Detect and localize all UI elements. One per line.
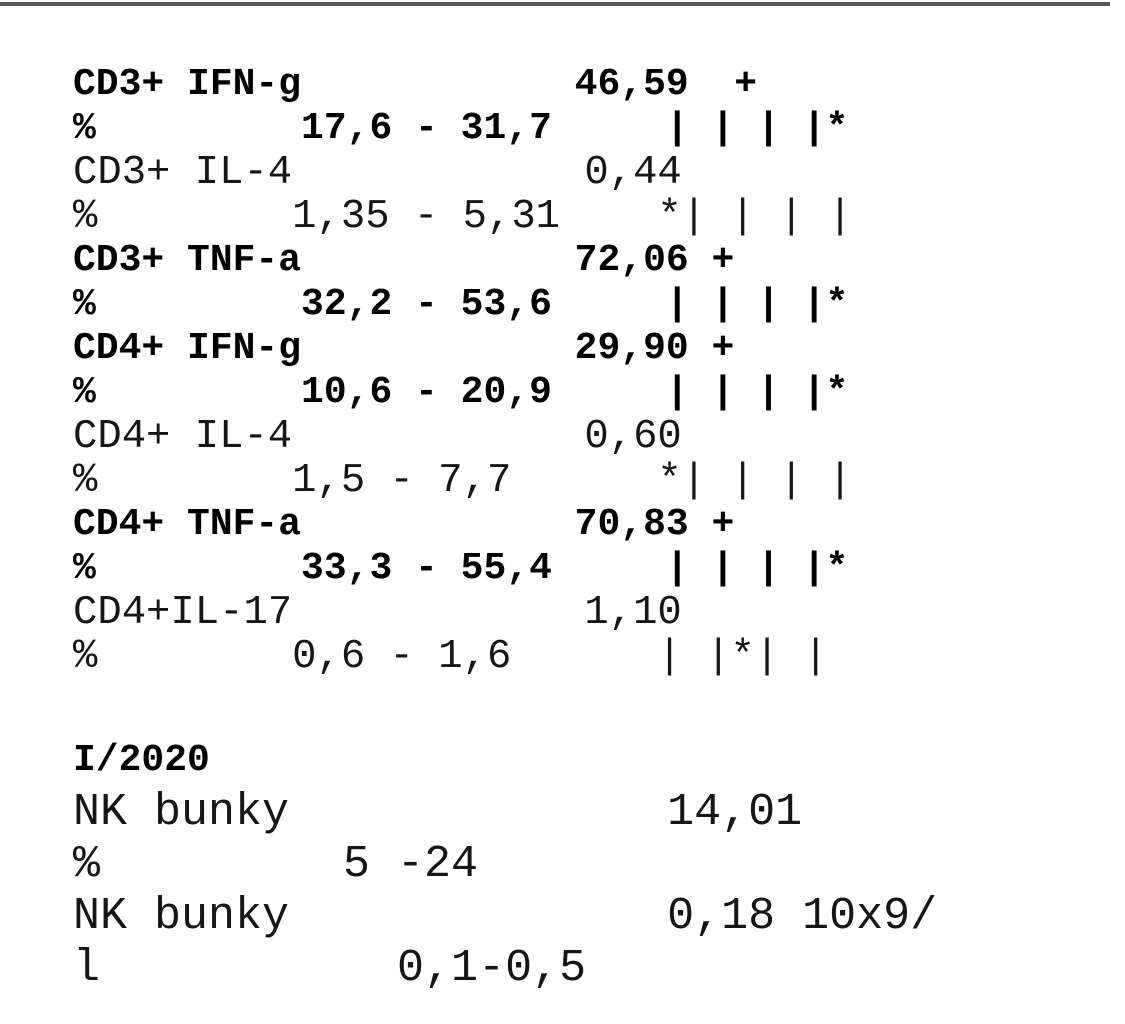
cd4-ifng-result: CD4+ IFN-g 29,90 + xyxy=(73,327,735,370)
cd3-ifng-range: % 17,6 - 31,7 | | | |* xyxy=(73,107,849,150)
cd4-tnfa-range: % 33,3 - 55,4 | | | |* xyxy=(73,547,849,590)
section-gap xyxy=(73,679,937,735)
cd4-ifng-range: % 10,6 - 20,9 | | | |* xyxy=(73,371,849,414)
cd4-il17-range: % 0,6 - 1,6 | |*| | xyxy=(73,634,828,680)
cd3-il4-range: % 1,35 - 5,31 *| | | | xyxy=(73,194,853,240)
cd3-il4-result: CD3+ IL-4 0,44 xyxy=(73,150,682,196)
cd3-tnfa-range: % 32,2 - 53,6 | | | |* xyxy=(73,283,849,326)
cd3-tnfa-result: CD3+ TNF-a 72,06 + xyxy=(73,239,735,282)
period-heading: I/2020 xyxy=(73,739,210,782)
cd4-il4-result: CD4+ IL-4 0,60 xyxy=(73,414,682,460)
nk-abs-range: l 0,1-0,5 xyxy=(73,943,587,994)
nk-abs-result: NK bunky 0,18 10x9/ xyxy=(73,891,938,942)
cd4-tnfa-result: CD4+ TNF-a 70,83 + xyxy=(73,503,735,546)
cd3-ifng-result: CD3+ IFN-g 46,59 + xyxy=(73,63,758,106)
nk-pct-range: % 5 -24 xyxy=(73,839,479,890)
cd4-il17-result: CD4+IL-17 1,10 xyxy=(73,590,682,636)
nk-pct-result: NK bunky 14,01 xyxy=(73,787,803,838)
cd4-il4-range: % 1,5 - 7,7 *| | | | xyxy=(73,458,853,504)
top-rule-divider xyxy=(0,2,1110,6)
lab-report-text-block: CD3+ IFN-g 46,59 +% 17,6 - 31,7 | | | |*… xyxy=(73,63,937,995)
